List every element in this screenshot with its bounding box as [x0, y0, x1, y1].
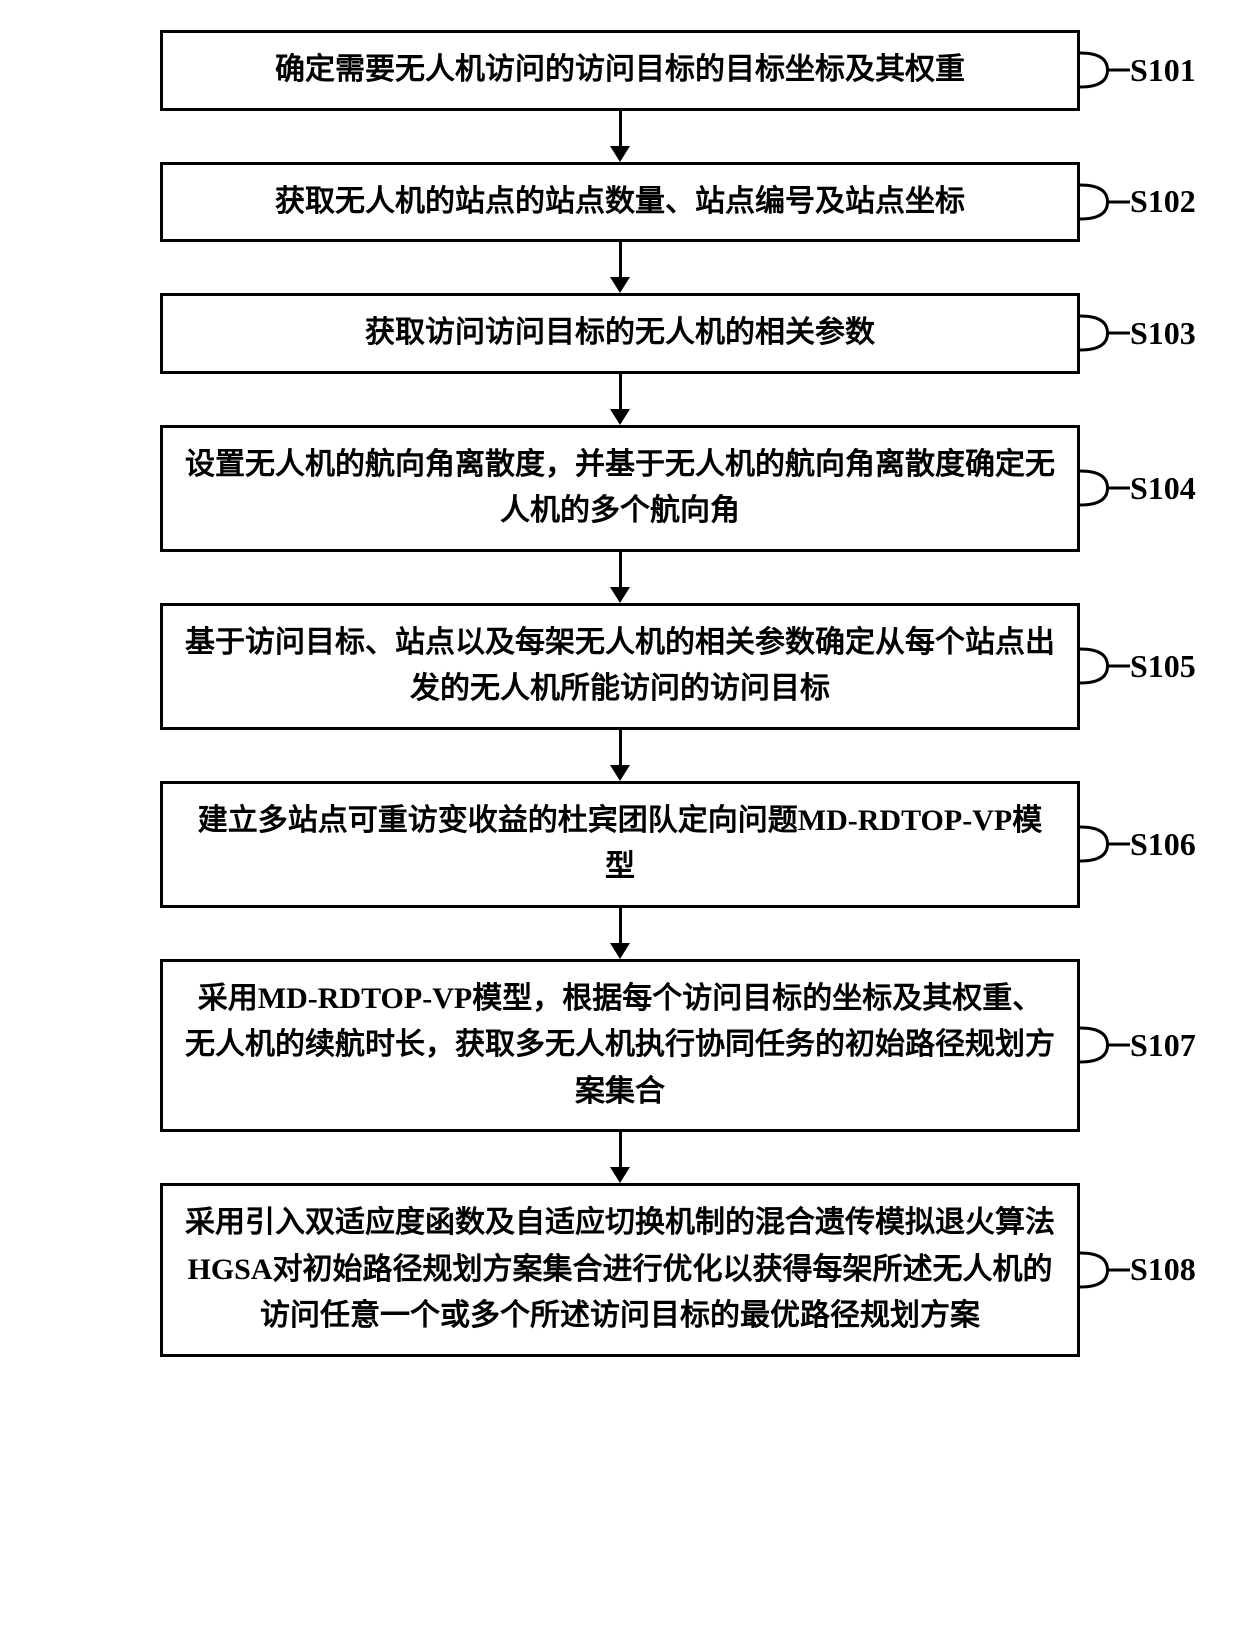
arrow-shaft: [619, 908, 622, 944]
step-id-label: S106: [1130, 826, 1196, 863]
step-label-group: S108: [1080, 1251, 1196, 1289]
arrow-head-icon: [610, 146, 630, 162]
step-label-group: S101: [1080, 51, 1196, 89]
arrow-shaft: [619, 374, 622, 410]
flow-step: 设置无人机的航向角离散度，并基于无人机的航向角离散度确定无人机的多个航向角 S10…: [20, 425, 1220, 552]
step-id-label: S107: [1130, 1027, 1196, 1064]
down-arrow: [610, 1132, 630, 1183]
step-id-label: S101: [1130, 52, 1196, 89]
connector-curve: [1080, 1026, 1130, 1064]
down-arrow: [610, 730, 630, 781]
connector-curve: [1080, 314, 1130, 352]
step-id-label: S105: [1130, 648, 1196, 685]
flow-step: 确定需要无人机访问的访问目标的目标坐标及其权重 S101: [20, 30, 1220, 111]
step-box: 基于访问目标、站点以及每架无人机的相关参数确定从每个站点出发的无人机所能访问的访…: [160, 603, 1080, 730]
connector-curve: [1080, 1251, 1130, 1289]
arrow-head-icon: [610, 409, 630, 425]
flow-step: 采用MD-RDTOP-VP模型，根据每个访问目标的坐标及其权重、无人机的续航时长…: [20, 959, 1220, 1133]
step-label-group: S104: [1080, 469, 1196, 507]
step-label-group: S105: [1080, 647, 1196, 685]
step-box: 获取访问访问目标的无人机的相关参数: [160, 293, 1080, 374]
step-label-group: S102: [1080, 183, 1196, 221]
connector-curve: [1080, 469, 1130, 507]
step-box: 确定需要无人机访问的访问目标的目标坐标及其权重: [160, 30, 1080, 111]
step-box: 采用引入双适应度函数及自适应切换机制的混合遗传模拟退火算法HGSA对初始路径规划…: [160, 1183, 1080, 1357]
step-id-label: S104: [1130, 470, 1196, 507]
arrow-head-icon: [610, 1167, 630, 1183]
flow-step: 建立多站点可重访变收益的杜宾团队定向问题MD-RDTOP-VP模型 S106: [20, 781, 1220, 908]
down-arrow: [610, 908, 630, 959]
arrow-head-icon: [610, 765, 630, 781]
arrow-shaft: [619, 242, 622, 278]
down-arrow: [610, 111, 630, 162]
step-box: 建立多站点可重访变收益的杜宾团队定向问题MD-RDTOP-VP模型: [160, 781, 1080, 908]
step-label-group: S107: [1080, 1026, 1196, 1064]
arrow-head-icon: [610, 943, 630, 959]
arrow-head-icon: [610, 587, 630, 603]
arrow-shaft: [619, 1132, 622, 1168]
arrow-shaft: [619, 552, 622, 588]
down-arrow: [610, 242, 630, 293]
flow-step: 获取访问访问目标的无人机的相关参数 S103: [20, 293, 1220, 374]
arrow-shaft: [619, 730, 622, 766]
down-arrow: [610, 374, 630, 425]
step-id-label: S103: [1130, 315, 1196, 352]
connector-curve: [1080, 825, 1130, 863]
flow-step: 获取无人机的站点的站点数量、站点编号及站点坐标 S102: [20, 162, 1220, 243]
step-id-label: S102: [1130, 183, 1196, 220]
connector-curve: [1080, 647, 1130, 685]
connector-curve: [1080, 183, 1130, 221]
step-label-group: S103: [1080, 314, 1196, 352]
step-box: 获取无人机的站点的站点数量、站点编号及站点坐标: [160, 162, 1080, 243]
down-arrow: [610, 552, 630, 603]
arrow-shaft: [619, 111, 622, 147]
step-box: 采用MD-RDTOP-VP模型，根据每个访问目标的坐标及其权重、无人机的续航时长…: [160, 959, 1080, 1133]
flow-step: 基于访问目标、站点以及每架无人机的相关参数确定从每个站点出发的无人机所能访问的访…: [20, 603, 1220, 730]
flow-step: 采用引入双适应度函数及自适应切换机制的混合遗传模拟退火算法HGSA对初始路径规划…: [20, 1183, 1220, 1357]
flowchart-container: 确定需要无人机访问的访问目标的目标坐标及其权重 S101 获取无人机的站点的站点数量…: [20, 30, 1220, 1357]
arrow-head-icon: [610, 277, 630, 293]
step-id-label: S108: [1130, 1251, 1196, 1288]
step-label-group: S106: [1080, 825, 1196, 863]
step-box: 设置无人机的航向角离散度，并基于无人机的航向角离散度确定无人机的多个航向角: [160, 425, 1080, 552]
connector-curve: [1080, 51, 1130, 89]
